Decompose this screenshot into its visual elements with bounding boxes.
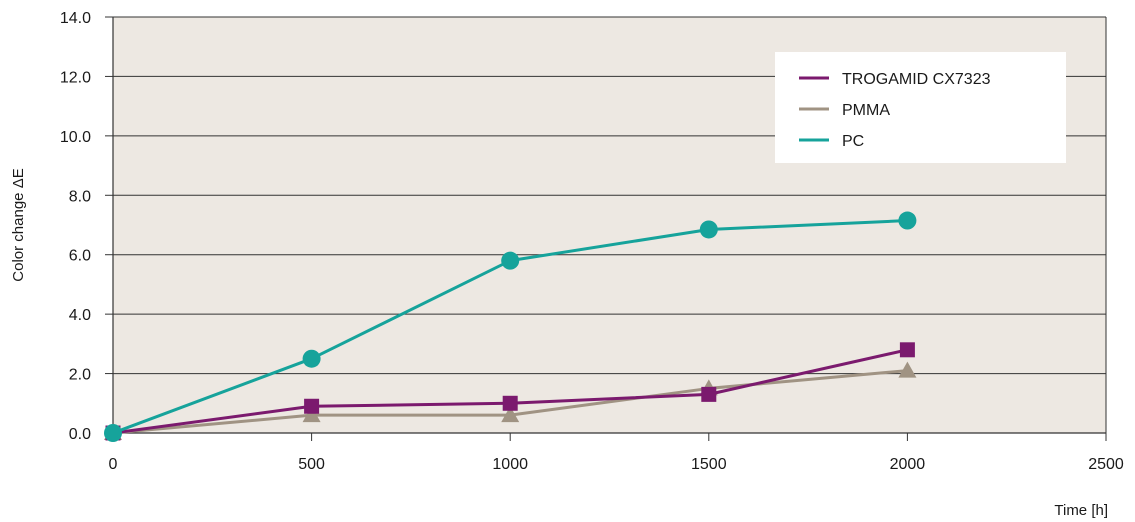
x-tick-label: 0 xyxy=(109,456,118,473)
data-point xyxy=(899,342,915,358)
data-point xyxy=(302,406,321,423)
y-axis-ticks: 0.0 2.0 4.0 6.0 8.0 10.0 12.0 14.0 xyxy=(60,10,113,443)
y-tick-label: 0.0 xyxy=(69,426,91,443)
y-tick-label: 6.0 xyxy=(69,248,91,265)
y-tick-label: 12.0 xyxy=(60,69,91,86)
data-series xyxy=(104,211,917,442)
data-point xyxy=(302,349,321,368)
axes xyxy=(112,17,1107,434)
data-point xyxy=(104,424,122,442)
x-tick-label: 500 xyxy=(298,456,325,473)
x-tick-label: 2500 xyxy=(1088,456,1124,473)
data-point xyxy=(502,395,518,411)
data-point xyxy=(898,361,917,378)
x-tick-label: 1000 xyxy=(492,456,528,473)
data-point xyxy=(898,211,917,230)
series-pc xyxy=(104,211,917,442)
y-tick-label: 2.0 xyxy=(69,367,91,384)
x-axis-ticks: 0 500 1000 1500 2000 2500 xyxy=(109,433,1124,473)
y-tick-label: 10.0 xyxy=(60,129,91,146)
legend-label: PC xyxy=(842,133,864,150)
x-axis-title: Time [h] xyxy=(1054,502,1108,519)
legend-label: TROGAMID CX7323 xyxy=(842,71,991,88)
y-tick-label: 14.0 xyxy=(60,10,91,27)
x-tick-label: 1500 xyxy=(691,456,727,473)
data-point xyxy=(501,406,520,423)
data-point xyxy=(699,220,718,239)
data-point xyxy=(304,398,320,414)
y-tick-label: 8.0 xyxy=(69,188,91,205)
series-trogamid-cx7323 xyxy=(105,342,915,441)
y-tick-label: 4.0 xyxy=(69,307,91,324)
y-axis-title: Color change ΔE xyxy=(10,168,27,281)
legend: TROGAMID CX7323 PMMA PC xyxy=(775,52,1066,163)
data-point xyxy=(501,251,520,270)
legend-label: PMMA xyxy=(842,102,890,119)
x-tick-label: 2000 xyxy=(890,456,926,473)
data-point xyxy=(701,386,717,402)
